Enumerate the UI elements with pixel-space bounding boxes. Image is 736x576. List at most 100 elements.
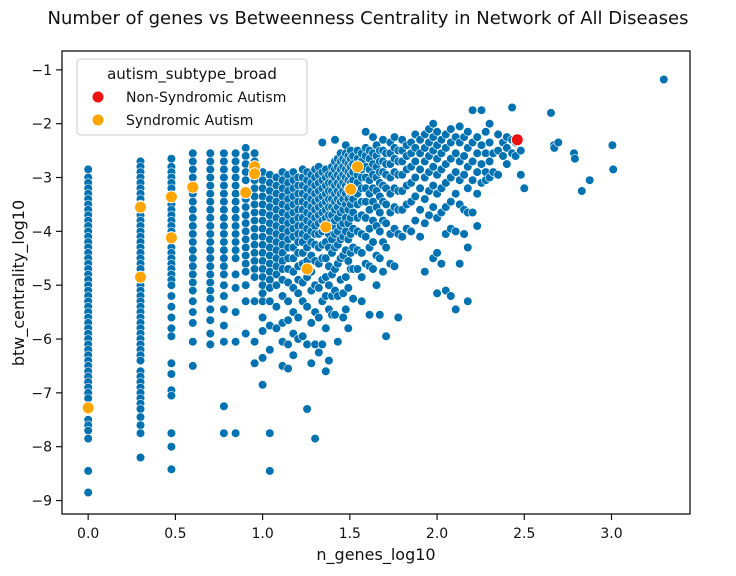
data-point — [352, 264, 363, 274]
data-point — [371, 280, 382, 290]
data-point — [317, 137, 327, 148]
data-point — [166, 464, 176, 474]
data-point — [231, 164, 241, 174]
data-point — [166, 442, 176, 452]
data-point — [241, 280, 251, 290]
data-point — [250, 337, 260, 347]
highlight-point — [81, 401, 95, 415]
data-point — [476, 105, 487, 115]
data-point — [219, 197, 229, 207]
data-point — [166, 280, 176, 290]
data-point — [241, 210, 251, 220]
data-point — [463, 183, 473, 193]
data-point — [314, 347, 324, 358]
data-point — [219, 148, 229, 158]
data-point — [459, 170, 469, 180]
data-point — [135, 356, 146, 366]
data-point — [502, 159, 512, 169]
highlight-point — [186, 180, 200, 194]
data-point — [459, 151, 469, 161]
data-point — [485, 156, 495, 166]
data-point — [231, 156, 241, 166]
data-point — [205, 156, 215, 166]
data-point — [277, 291, 288, 301]
data-point — [231, 229, 241, 239]
x-tick-label: 3.0 — [600, 526, 622, 542]
data-point — [428, 119, 438, 129]
data-point — [250, 240, 260, 250]
data-point — [516, 170, 526, 180]
data-point — [265, 466, 275, 476]
data-point — [241, 143, 251, 153]
highlight-point — [510, 133, 524, 147]
data-point — [468, 175, 478, 185]
y-tick-label: −5 — [31, 278, 52, 294]
x-axis: 0.0 0.5 1.0 1.5 2.0 2.5 3.0 — [77, 514, 623, 542]
data-point — [219, 269, 229, 280]
data-point — [205, 315, 215, 325]
data-point — [188, 221, 198, 231]
data-point — [468, 156, 478, 166]
data-point — [607, 140, 618, 150]
data-point — [166, 391, 176, 401]
data-point — [231, 213, 241, 223]
chart-title: Number of genes vs Betweenness Centralit… — [48, 8, 689, 29]
data-point — [83, 466, 93, 476]
data-point — [302, 339, 312, 350]
data-point — [219, 156, 229, 166]
data-point — [166, 291, 176, 301]
data-point — [381, 331, 391, 341]
data-point — [406, 226, 416, 236]
data-point — [250, 256, 260, 266]
data-point — [135, 428, 146, 438]
highlight-point — [239, 186, 253, 200]
data-point — [321, 253, 331, 263]
data-point — [188, 205, 198, 215]
data-point — [188, 318, 198, 328]
data-point — [570, 154, 580, 164]
y-tick-label: −8 — [31, 440, 52, 456]
data-point — [219, 181, 229, 191]
data-point — [306, 318, 316, 328]
x-axis-label: n_genes_log10 — [316, 545, 435, 565]
data-point — [415, 183, 425, 193]
data-point — [302, 404, 312, 414]
data-point — [306, 358, 316, 368]
data-point — [283, 364, 293, 374]
data-point — [368, 132, 378, 142]
data-point — [83, 426, 93, 436]
data-point — [476, 140, 487, 150]
highlight-point — [248, 167, 262, 181]
data-point — [250, 207, 260, 218]
data-point — [250, 216, 260, 226]
x-tick-label: 0.5 — [164, 526, 186, 542]
data-point — [446, 291, 456, 301]
data-point — [205, 261, 215, 271]
data-point — [420, 218, 430, 228]
y-axis-label: btw_centrality_log10 — [9, 200, 29, 366]
x-tick-label: 2.0 — [426, 526, 448, 542]
data-point — [472, 148, 482, 158]
series-2-points — [81, 160, 364, 415]
data-point — [205, 181, 215, 191]
data-point — [577, 186, 587, 196]
data-point — [205, 189, 215, 199]
data-point — [410, 216, 420, 226]
data-point — [364, 310, 375, 320]
data-point — [219, 253, 229, 263]
data-point — [375, 207, 385, 218]
data-point — [258, 288, 268, 298]
data-point — [188, 197, 198, 207]
data-point — [205, 221, 215, 231]
data-point — [389, 132, 400, 142]
data-point — [451, 167, 461, 177]
data-point — [361, 232, 371, 242]
data-point — [219, 205, 229, 215]
data-point — [485, 119, 495, 129]
data-point — [271, 280, 282, 290]
data-point — [83, 434, 93, 444]
data-point — [265, 345, 275, 355]
data-point — [250, 248, 260, 258]
data-point — [451, 148, 461, 158]
x-tick-label: 1.5 — [339, 526, 361, 542]
